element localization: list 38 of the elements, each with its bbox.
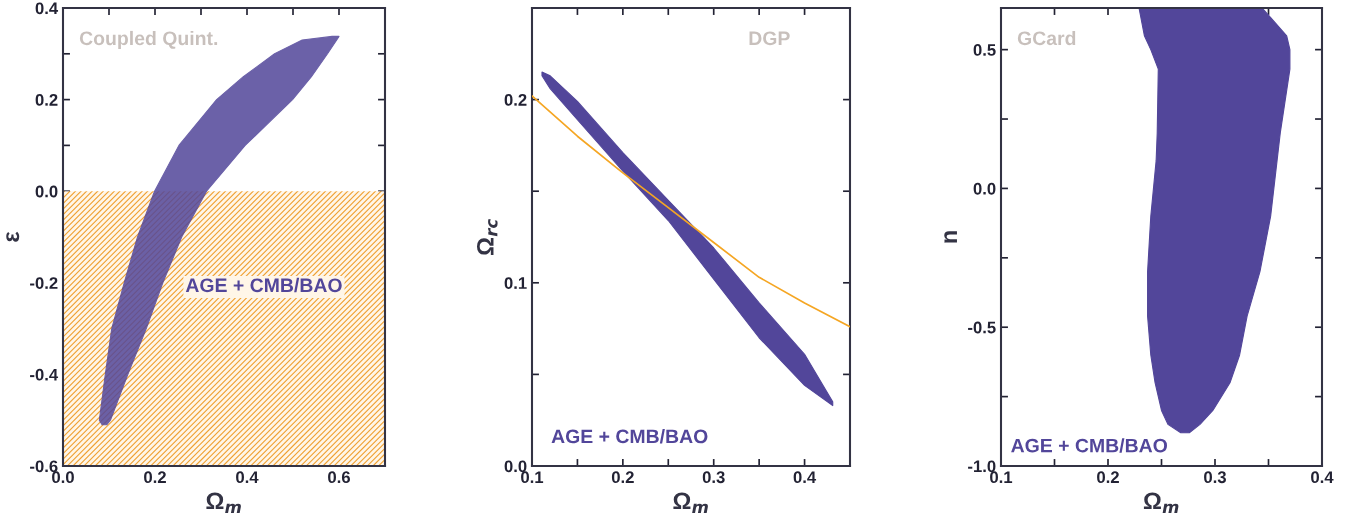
- x-tick-label: 0.2: [144, 471, 166, 484]
- y-axis-title: n: [944, 231, 957, 243]
- x-tick-label: 0.0: [52, 471, 74, 484]
- x-tick-label: 0.4: [793, 471, 817, 484]
- y-tick-label: -0.6: [30, 460, 58, 473]
- text: AGE + CMB/BAO: [551, 429, 708, 444]
- x-tick-label: 0.2: [611, 471, 634, 484]
- x-tick-label: 0.6: [328, 471, 350, 484]
- series-label: AGE + CMB/BAO: [1011, 438, 1167, 453]
- annotation: Coupled Quint.: [79, 30, 218, 50]
- x-axis-title: Ω$_{m}$: [673, 492, 708, 513]
- y-tick-label: 0.0: [504, 460, 527, 473]
- x-tick-label: 0.3: [1204, 471, 1226, 484]
- x-axis-title: Ω$_{m}$: [206, 492, 241, 513]
- y-tick-label: 0.4: [35, 2, 59, 15]
- x-axis-title: Ω$_{m}$: [1143, 492, 1179, 513]
- y-tick-label: 0.1: [504, 277, 527, 289]
- x-tick-label: 0.4: [236, 471, 259, 484]
- x-tick-label: 0.4: [1311, 471, 1334, 484]
- y-tick-label: 0.0: [35, 185, 58, 198]
- x-tick-label: 0.1: [521, 471, 544, 484]
- x-tick-label: 0.2: [1097, 471, 1119, 484]
- y-tick-label: -1.0: [968, 460, 996, 473]
- y-tick-label: -0.4: [30, 368, 59, 381]
- line-series: [532, 95, 850, 328]
- y-tick-label: 0.0: [973, 182, 996, 195]
- y-tick-label: 0.2: [504, 94, 527, 106]
- y-tick-label: -0.5: [968, 321, 996, 334]
- y-axis-title: ε: [6, 231, 20, 242]
- y-tick-label: -0.2: [30, 277, 58, 289]
- annotation: GCard: [1017, 30, 1076, 46]
- y-tick-label: 0.5: [973, 44, 996, 56]
- y-tick-label: 0.2: [35, 94, 58, 106]
- series-label: AGE + CMB/BAO: [185, 277, 342, 293]
- x-tick-label: 0.1: [990, 471, 1013, 484]
- annotation: DGP: [749, 31, 790, 46]
- y-axis-title: Ω$_{rc}$: [476, 218, 498, 255]
- x-tick-label: 0.3: [702, 471, 725, 484]
